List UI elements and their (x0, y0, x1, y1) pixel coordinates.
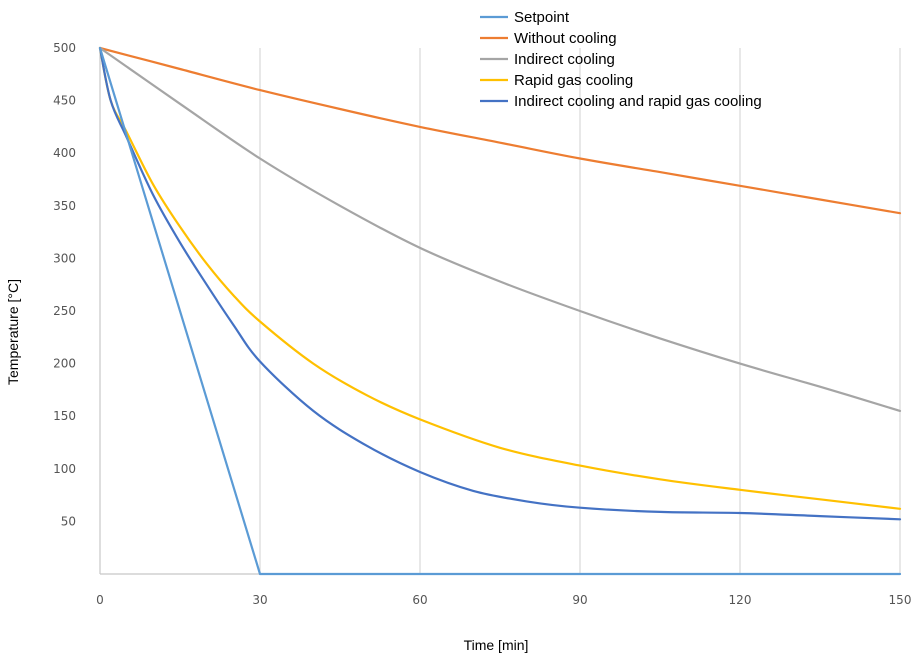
y-tick-label: 400 (53, 146, 76, 160)
y-tick-label: 350 (53, 199, 76, 213)
y-tick-label: 250 (53, 304, 76, 318)
x-axis-title: Time [min] (464, 637, 529, 653)
y-tick-label: 100 (53, 462, 76, 476)
y-tick-label: 50 (61, 514, 76, 528)
legend-label-without-cooling: Without cooling (514, 30, 617, 47)
x-tick-label: 120 (729, 593, 752, 607)
legend: Setpoint Without cooling Indirect cooling R… (480, 9, 762, 110)
series-line-without-cooling (98, 46, 902, 215)
y-tick-label: 500 (53, 41, 76, 55)
x-tick-label: 30 (252, 593, 267, 607)
x-tick-label: 0 (96, 593, 104, 607)
y-tick-label: 450 (53, 94, 76, 108)
x-tick-label: 90 (572, 593, 587, 607)
y-tick-label: 200 (53, 357, 76, 371)
x-tick-label: 60 (412, 593, 427, 607)
series-line-rapid-gas-cooling (98, 46, 902, 510)
legend-label-indirect-cooling-and-rapid-gas-cooling: Indirect cooling and rapid gas cooling (514, 93, 762, 110)
legend-label-indirect-cooling: Indirect cooling (514, 51, 615, 68)
series-line-indirect-cooling (98, 46, 902, 412)
x-tick-label: 150 (889, 593, 912, 607)
y-tick-label: 300 (53, 251, 76, 265)
legend-label-setpoint: Setpoint (514, 9, 570, 26)
legend-label-rapid-gas-cooling: Rapid gas cooling (514, 72, 633, 89)
axes: 0 30 60 90 120 150 50 100 150 200 250 300 350 400 450 5… (53, 41, 911, 607)
series-lines (98, 46, 902, 576)
series-line-setpoint (98, 46, 902, 576)
y-axis-title: Temperature [°C] (5, 279, 21, 385)
y-tick-label: 150 (53, 409, 76, 423)
series-line-indirect-cooling-and-rapid-gas-cooling (98, 46, 902, 521)
